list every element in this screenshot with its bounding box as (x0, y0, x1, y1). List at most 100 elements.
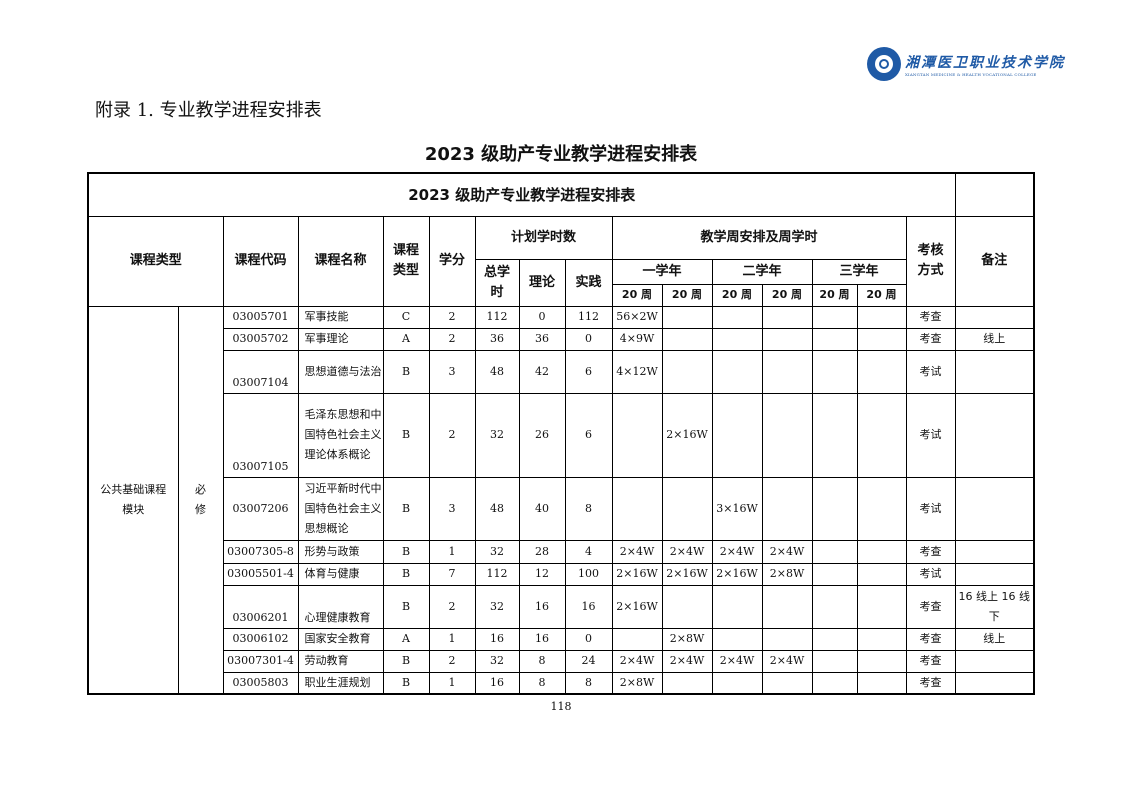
practice-hours: 100 (564, 562, 613, 586)
week-schedule (811, 671, 858, 695)
theory-hours: 16 (518, 584, 566, 629)
practice-hours: 4 (564, 539, 613, 564)
remarks (954, 349, 1035, 394)
header-theory: 理论 (518, 258, 566, 307)
header-week: 20 周 (856, 283, 907, 307)
table-row: 03006102 国家安全教育 A 1 16 16 0 2×8W 考查 线上 (88, 627, 1035, 651)
course-code: 03007206 (222, 476, 299, 541)
page-number: 118 (550, 700, 572, 713)
header-planned-hours: 计划学时数 (474, 215, 613, 260)
course-code: 03007105 (222, 392, 299, 478)
header-week: 20 周 (661, 283, 713, 307)
practice-hours: 0 (564, 327, 613, 351)
course-code: 03005803 (222, 671, 299, 695)
practice-hours: 8 (564, 671, 613, 695)
week-schedule (761, 584, 813, 629)
remarks (954, 305, 1035, 329)
course-name: 国家安全教育 (297, 627, 384, 651)
header-remarks: 备注 (954, 215, 1035, 307)
week-schedule: 2×4W (761, 649, 813, 673)
total-hours: 112 (474, 305, 520, 329)
logo-name-en: XIANGTAN MEDICINE & HEALTH VOCATIONAL CO… (905, 71, 1037, 77)
college-seal-icon (867, 47, 901, 81)
table-row: 03007301-4 劳动教育 B 2 32 8 24 2×4W 2×4W 2×4W 2×4W 考查 (88, 649, 1035, 673)
header-credits: 学分 (428, 215, 476, 307)
week-schedule (661, 305, 713, 329)
course-code: 03006102 (222, 627, 299, 651)
course-type: B (382, 584, 430, 629)
document-title: 2023 级助产专业教学进程安排表 (424, 144, 698, 165)
week-schedule (811, 327, 858, 351)
course-code: 03005701 (222, 305, 299, 329)
total-hours: 48 (474, 476, 520, 541)
week-schedule: 2×4W (661, 539, 713, 564)
week-schedule: 4×9W (611, 327, 663, 351)
course-name: 毛泽东思想和中国特色社会主义理论体系概论 (297, 392, 384, 478)
table-row: 03007206 习近平新时代中国特色社会主义思想概论 B 3 48 40 8 3×16W 考试 (88, 476, 1035, 541)
total-hours: 36 (474, 327, 520, 351)
week-schedule: 2×4W (661, 649, 713, 673)
remarks: 线上 (954, 327, 1035, 351)
assessment: 考试 (905, 476, 956, 541)
week-schedule (856, 476, 907, 541)
credits: 2 (428, 584, 476, 629)
week-schedule (611, 627, 663, 651)
requirement-cell: 必修 (177, 305, 224, 695)
credits: 2 (428, 392, 476, 478)
week-schedule (856, 584, 907, 629)
practice-hours: 24 (564, 649, 613, 673)
week-schedule: 2×8W (661, 627, 713, 651)
header-year2: 二学年 (711, 258, 813, 285)
assessment: 考查 (905, 327, 956, 351)
credits: 2 (428, 327, 476, 351)
assessment: 考查 (905, 627, 956, 651)
practice-hours: 6 (564, 392, 613, 478)
header-course-code: 课程代码 (222, 215, 299, 307)
table-row: 03007104 思想道德与法治 B 3 48 42 6 4×12W 考试 (88, 349, 1035, 394)
credits: 2 (428, 305, 476, 329)
theory-hours: 0 (518, 305, 566, 329)
theory-hours: 8 (518, 649, 566, 673)
course-name: 军事技能 (297, 305, 384, 329)
course-type: B (382, 539, 430, 564)
week-schedule (811, 649, 858, 673)
week-schedule (661, 671, 713, 695)
total-hours: 32 (474, 584, 520, 629)
week-schedule (761, 305, 813, 329)
week-schedule (761, 327, 813, 351)
week-schedule: 2×16W (611, 584, 663, 629)
table-row: 03006201 心理健康教育 B 2 32 16 16 2×16W 考查 16 线上 16 线下 (88, 584, 1035, 629)
remarks (954, 392, 1035, 478)
assessment: 考查 (905, 671, 956, 695)
week-schedule (856, 327, 907, 351)
assessment: 考试 (905, 349, 956, 394)
theory-hours: 26 (518, 392, 566, 478)
week-schedule (711, 584, 763, 629)
week-schedule: 2×16W (711, 562, 763, 586)
week-schedule (661, 584, 713, 629)
week-schedule: 2×4W (711, 649, 763, 673)
credits: 1 (428, 539, 476, 564)
total-hours: 48 (474, 349, 520, 394)
course-name: 军事理论 (297, 327, 384, 351)
practice-hours: 0 (564, 627, 613, 651)
course-code: 03006201 (222, 584, 299, 629)
week-schedule (711, 627, 763, 651)
table-row: 公共基础课程模块 必修 03005701 军事技能 C 2 112 0 112 56×2W 考查 (87, 305, 1035, 695)
week-schedule (661, 349, 713, 394)
week-schedule (761, 627, 813, 651)
week-schedule (811, 562, 858, 586)
course-code: 03005501-4 (222, 562, 299, 586)
credits: 1 (428, 627, 476, 651)
header-course-category: 课程类型 (87, 215, 224, 307)
total-hours: 32 (474, 649, 520, 673)
header-course-type: 课程类型 (382, 215, 430, 307)
week-schedule (761, 349, 813, 394)
week-schedule (856, 392, 907, 478)
practice-hours: 8 (564, 476, 613, 541)
credits: 7 (428, 562, 476, 586)
header-year3: 三学年 (811, 258, 907, 285)
assessment: 考试 (905, 392, 956, 478)
week-schedule: 2×8W (761, 562, 813, 586)
header-week: 20 周 (811, 283, 858, 307)
